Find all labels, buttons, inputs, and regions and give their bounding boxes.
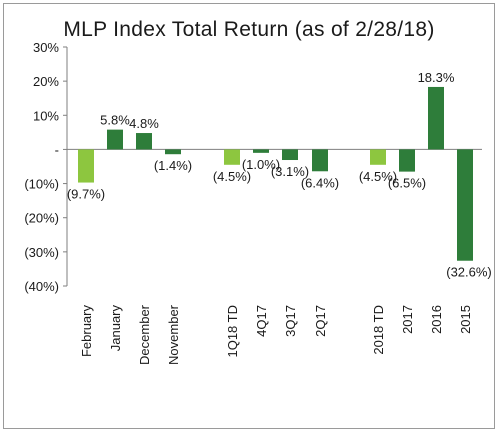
category-label: December bbox=[137, 304, 152, 365]
y-tick-label: (20%) bbox=[24, 211, 59, 226]
bar bbox=[107, 129, 123, 150]
category-label: 1Q18 TD bbox=[225, 305, 240, 358]
data-label: (6.4%) bbox=[301, 175, 339, 190]
y-tick-label: (10%) bbox=[24, 177, 59, 192]
y-tick-label: 20% bbox=[33, 74, 59, 89]
y-tick-label: (40%) bbox=[24, 279, 59, 294]
bar bbox=[282, 149, 298, 161]
bar bbox=[165, 149, 181, 155]
bar bbox=[428, 86, 444, 150]
bar bbox=[224, 149, 240, 165]
bar bbox=[399, 149, 415, 172]
category-label-layer: February January December November 1Q18 TD 4Q… bbox=[79, 304, 473, 365]
category-label: November bbox=[166, 304, 181, 365]
category-label: 2016 bbox=[429, 305, 444, 334]
category-label: 2Q17 bbox=[313, 305, 328, 337]
y-tick-label: - bbox=[55, 142, 59, 157]
data-label: (3.1%) bbox=[271, 164, 309, 179]
data-label: 5.8% bbox=[100, 113, 130, 128]
bar bbox=[136, 133, 152, 150]
category-label: 4Q17 bbox=[254, 305, 269, 337]
bar bbox=[457, 149, 473, 261]
bar bbox=[312, 149, 328, 172]
category-label: 2018 TD bbox=[371, 305, 386, 355]
category-label: 2017 bbox=[400, 305, 415, 334]
data-label: (9.7%) bbox=[67, 187, 105, 202]
category-label: February bbox=[79, 305, 94, 358]
chart-frame: MLP Index Total Return (as of 2/28/18) bbox=[3, 3, 495, 429]
data-label: (1.4%) bbox=[154, 158, 192, 173]
category-label: 2015 bbox=[458, 305, 473, 334]
bar bbox=[370, 149, 386, 165]
y-tick-label: 10% bbox=[33, 108, 59, 123]
chart-title: MLP Index Total Return (as of 2/28/18) bbox=[63, 18, 435, 41]
y-tick-label: 30% bbox=[33, 40, 59, 55]
category-label: January bbox=[108, 305, 123, 352]
y-tick-label: (30%) bbox=[24, 245, 59, 260]
label-layer: (9.7%)5.8% 4.8%(1.4%)(4.5%)(1.0%)(3.1%)(6… bbox=[67, 70, 492, 280]
bar-layer bbox=[78, 86, 473, 261]
data-label: 4.8% bbox=[129, 116, 159, 131]
axis-layer: 30% 20% 10% - (10%) (20%) (30%) (40%) bbox=[24, 40, 482, 294]
category-label: 3Q17 bbox=[283, 305, 298, 337]
data-label: (4.5%) bbox=[359, 169, 397, 184]
bar bbox=[253, 149, 269, 153]
bar bbox=[78, 149, 94, 183]
data-label: (1.0%) bbox=[242, 157, 280, 172]
data-label: (6.5%) bbox=[388, 176, 426, 191]
data-label: (32.6%) bbox=[446, 265, 492, 280]
data-label: (4.5%) bbox=[213, 169, 251, 184]
data-label: 18.3% bbox=[418, 70, 455, 85]
